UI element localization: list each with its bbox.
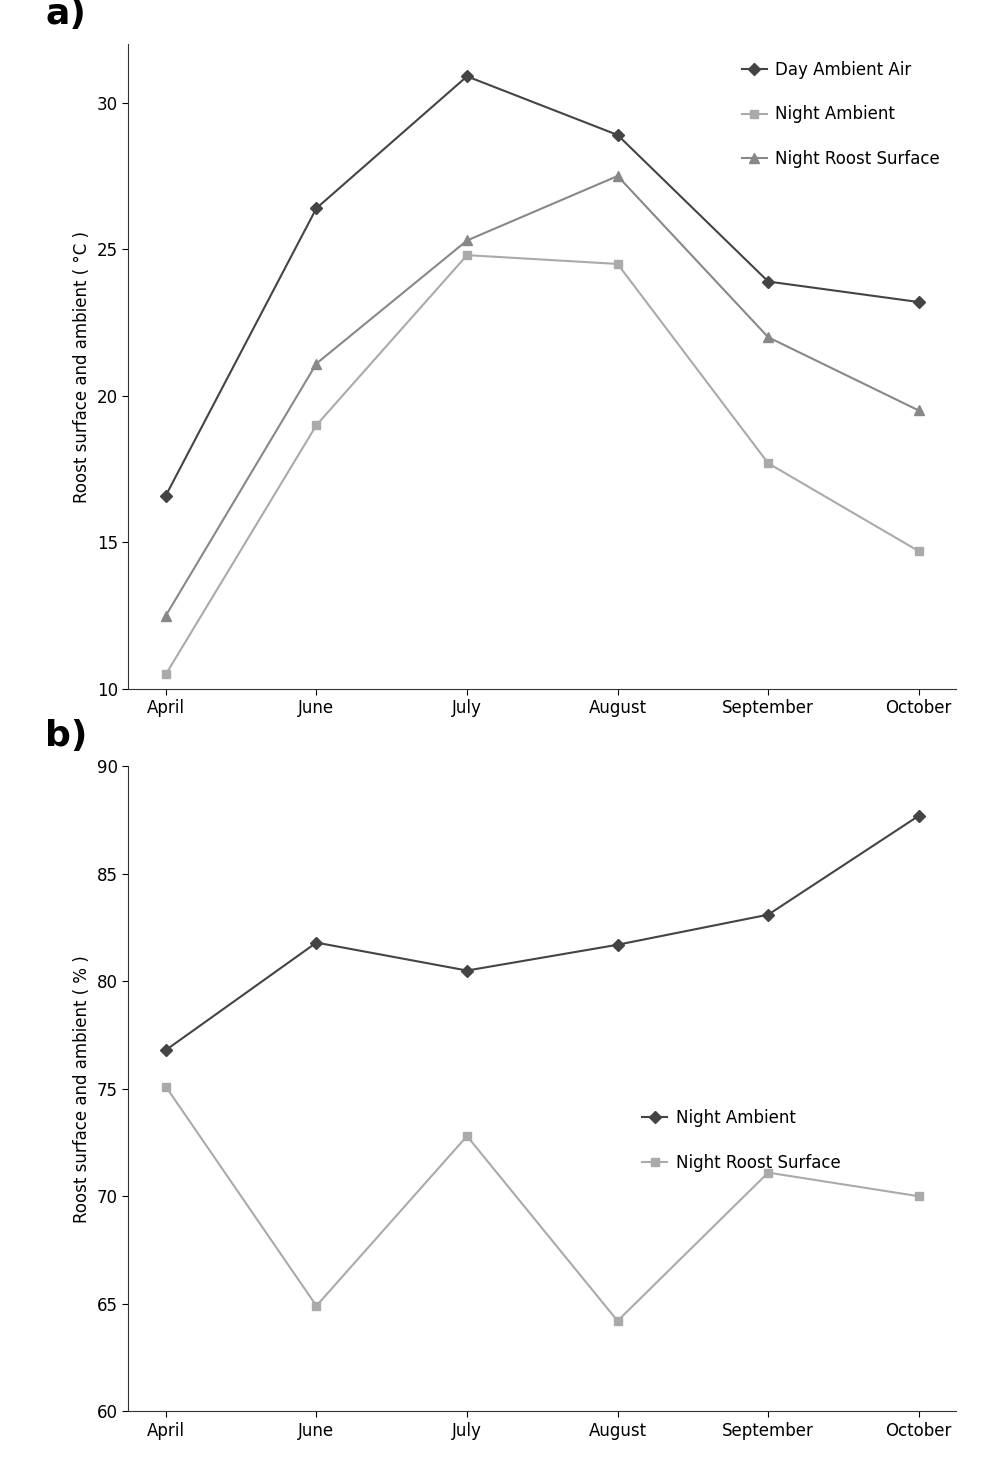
- Day Ambient Air: [461, 68, 473, 85]
- Y-axis label: Roost surface and ambient ( % ): Roost surface and ambient ( % ): [73, 956, 92, 1223]
- Night Ambient: [611, 936, 623, 954]
- Night Ambient: [160, 1041, 172, 1058]
- Night Roost Surface: [311, 354, 322, 372]
- Night Ambient: [913, 542, 925, 560]
- Night Ambient: [461, 247, 473, 265]
- Night Roost Surface: [762, 1164, 774, 1182]
- Night Roost Surface: [461, 232, 473, 250]
- Night Roost Surface: [762, 328, 774, 345]
- Night Roost Surface: [461, 1127, 473, 1145]
- Line: Night Roost Surface: Night Roost Surface: [162, 1082, 923, 1324]
- Night Roost Surface: [311, 1297, 322, 1314]
- Night Ambient: [762, 454, 774, 472]
- Day Ambient Air: [160, 487, 172, 504]
- Line: Night Roost Surface: Night Roost Surface: [161, 171, 924, 620]
- Text: b): b): [45, 719, 88, 754]
- Night Ambient: [160, 666, 172, 684]
- Night Ambient: [913, 807, 925, 825]
- Text: a): a): [45, 0, 86, 31]
- Y-axis label: Roost surface and ambient ( °C ): Roost surface and ambient ( °C ): [73, 231, 91, 503]
- Night Ambient: [611, 256, 623, 273]
- Night Roost Surface: [160, 607, 172, 625]
- Day Ambient Air: [762, 273, 774, 291]
- Line: Night Ambient: Night Ambient: [162, 251, 923, 679]
- Night Ambient: [762, 906, 774, 923]
- Legend: Night Ambient, Night Roost Surface: Night Ambient, Night Roost Surface: [634, 1101, 849, 1180]
- Line: Day Ambient Air: Day Ambient Air: [162, 72, 923, 500]
- Day Ambient Air: [913, 293, 925, 310]
- Day Ambient Air: [311, 200, 322, 218]
- Night Ambient: [311, 933, 322, 951]
- Legend: Day Ambient Air, Night Ambient, Night Roost Surface: Day Ambient Air, Night Ambient, Night Ro…: [734, 53, 949, 176]
- Night Ambient: [461, 961, 473, 979]
- Day Ambient Air: [611, 126, 623, 144]
- Night Roost Surface: [913, 401, 925, 419]
- Night Roost Surface: [913, 1188, 925, 1205]
- Night Ambient: [311, 416, 322, 434]
- Night Roost Surface: [611, 1313, 623, 1330]
- Line: Night Ambient: Night Ambient: [162, 811, 923, 1054]
- Night Roost Surface: [160, 1078, 172, 1095]
- Night Roost Surface: [611, 168, 623, 185]
